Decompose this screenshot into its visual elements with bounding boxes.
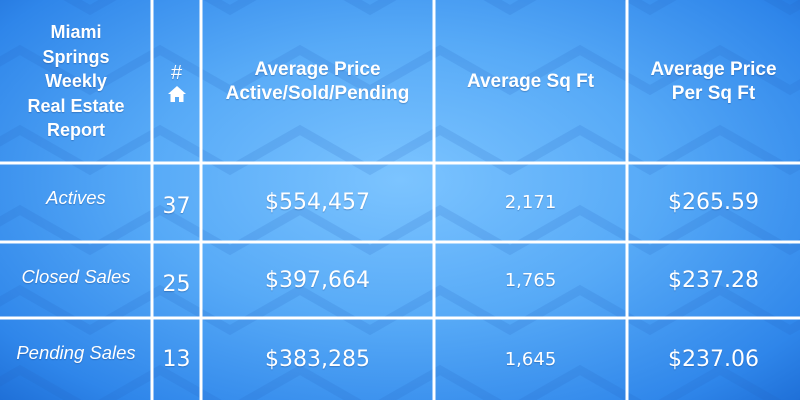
row-label-pending-sales: Pending Sales bbox=[16, 342, 136, 363]
row-avg-sqft: 2,171 bbox=[504, 192, 557, 213]
row-count: 37 bbox=[162, 194, 191, 219]
price-header: Average Price Active/Sold/Pending bbox=[225, 58, 410, 104]
row-avg-sqft: 1,645 bbox=[504, 348, 557, 370]
count-symbol: # bbox=[170, 61, 183, 84]
row-avg-sqft: 1,765 bbox=[504, 269, 557, 291]
row-price-per-sqft: $237.06 bbox=[668, 346, 759, 372]
house-icon bbox=[167, 85, 186, 102]
row-avg-price: $383,285 bbox=[265, 346, 370, 372]
row-count: 25 bbox=[162, 271, 191, 297]
row-label-actives: Actives bbox=[46, 187, 106, 208]
price-per-sqft-header: Average Price Per Sq Ft bbox=[650, 58, 777, 104]
row-label-closed-sales: Closed Sales bbox=[21, 266, 131, 287]
count-header: # bbox=[152, 0, 201, 163]
row-avg-price: $397,664 bbox=[265, 267, 370, 293]
row-count: 13 bbox=[162, 346, 191, 372]
row-price-per-sqft: $237.28 bbox=[668, 267, 759, 293]
row-price-per-sqft: $265.59 bbox=[668, 190, 759, 215]
report-title: Miami Springs Weekly Real Estate Report bbox=[27, 22, 125, 141]
sqft-header: Average Sq Ft bbox=[466, 70, 595, 92]
row-avg-price: $554,457 bbox=[265, 190, 370, 215]
